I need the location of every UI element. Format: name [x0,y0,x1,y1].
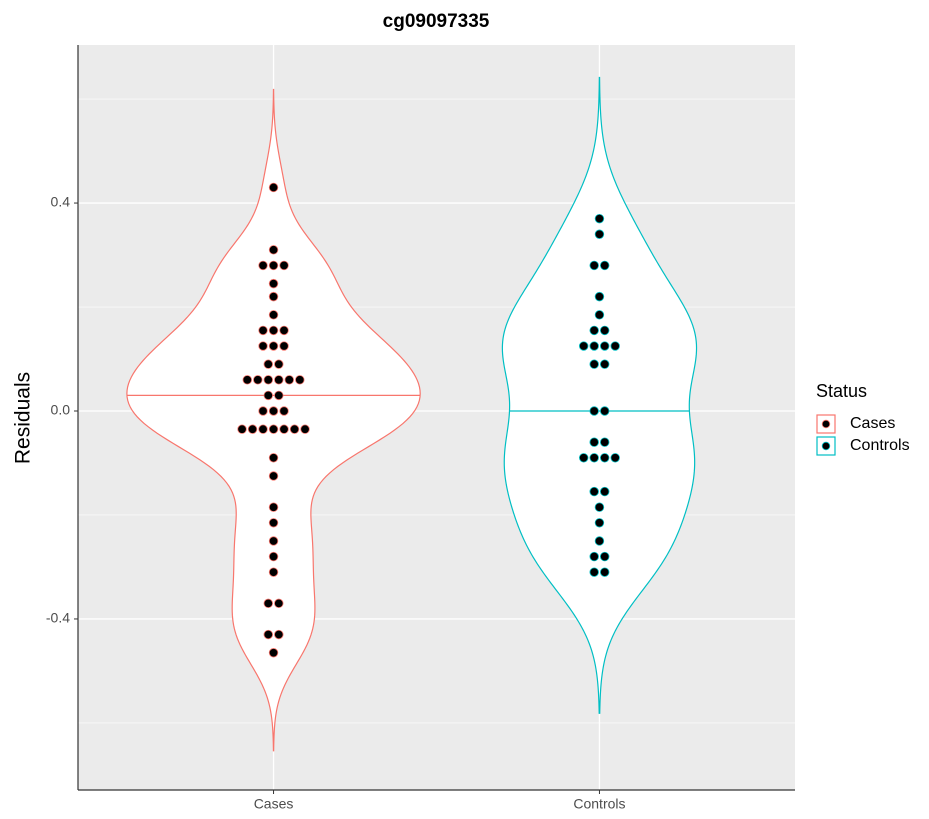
dot [268,310,279,320]
dot [237,424,247,434]
dot [600,486,610,497]
legend-dot [821,419,831,429]
y-axis-title: Residuals [12,372,35,464]
dot [594,518,605,528]
dot [268,245,279,255]
dot [594,213,605,224]
dot [589,325,599,336]
dot [589,341,599,351]
dot [263,359,273,369]
dot [600,341,610,351]
dot [268,260,279,271]
dot [594,229,605,239]
dot [279,260,289,271]
dot [268,648,279,658]
dot [274,629,284,640]
dot [600,551,610,562]
dot [610,453,620,463]
dot [610,341,620,351]
dot [579,341,589,351]
legend: Cases Controls [816,414,910,456]
dot [268,502,279,512]
dot [284,375,294,385]
dot [594,291,605,302]
dot [274,375,284,385]
dot [268,291,279,302]
dot [268,471,279,481]
dot [268,567,279,577]
dot [279,325,289,336]
legend-title: Status [816,381,867,401]
dot [258,341,268,351]
dot [579,453,589,463]
dot [589,567,599,577]
dot [268,325,279,336]
y-tick-label: 0.4 [51,194,71,210]
dot [600,325,610,336]
x-tick-label: Cases [254,796,294,812]
legend-label: Cases [850,415,895,432]
dot [279,424,289,434]
dot [589,359,599,369]
dot [600,406,610,416]
x-tick-label: Controls [573,796,625,812]
dot [268,518,279,528]
dot [268,182,279,193]
dot [258,260,268,271]
dot [247,424,258,434]
dot [258,424,268,434]
dot [268,278,279,289]
dot [263,629,273,640]
legend-dot [821,441,831,451]
dot [268,341,279,351]
dot [600,359,610,369]
dot [594,536,605,546]
dot [274,598,284,609]
dot [594,310,605,320]
dot [589,486,599,497]
dot [600,453,610,463]
dot [268,453,279,463]
dot [268,406,279,416]
dot [258,406,268,416]
y-tick-label: -0.4 [46,610,70,626]
dot [263,598,273,609]
dot [289,424,300,434]
plot [126,76,698,752]
dot [600,567,610,577]
legend-label: Controls [850,437,910,454]
dot [295,375,305,385]
dot [279,406,289,416]
dot [600,437,610,447]
violin [501,76,698,714]
dot [274,359,284,369]
dot [268,551,279,562]
dot [594,502,605,512]
dot [589,453,599,463]
dot [263,375,273,385]
dot [589,406,599,416]
dot [274,390,284,401]
dot [589,437,599,447]
dot [600,260,610,271]
dot [253,375,263,385]
dot [268,536,279,546]
y-tick-label: 0.0 [51,402,71,418]
chart-title: cg09097335 [383,11,490,32]
dot [300,424,310,434]
dot [258,325,268,336]
dot [263,390,273,401]
dot [589,260,599,271]
dot [279,341,289,351]
dot [268,424,279,434]
violin [126,88,421,752]
dot [589,551,599,562]
dot [242,375,252,385]
